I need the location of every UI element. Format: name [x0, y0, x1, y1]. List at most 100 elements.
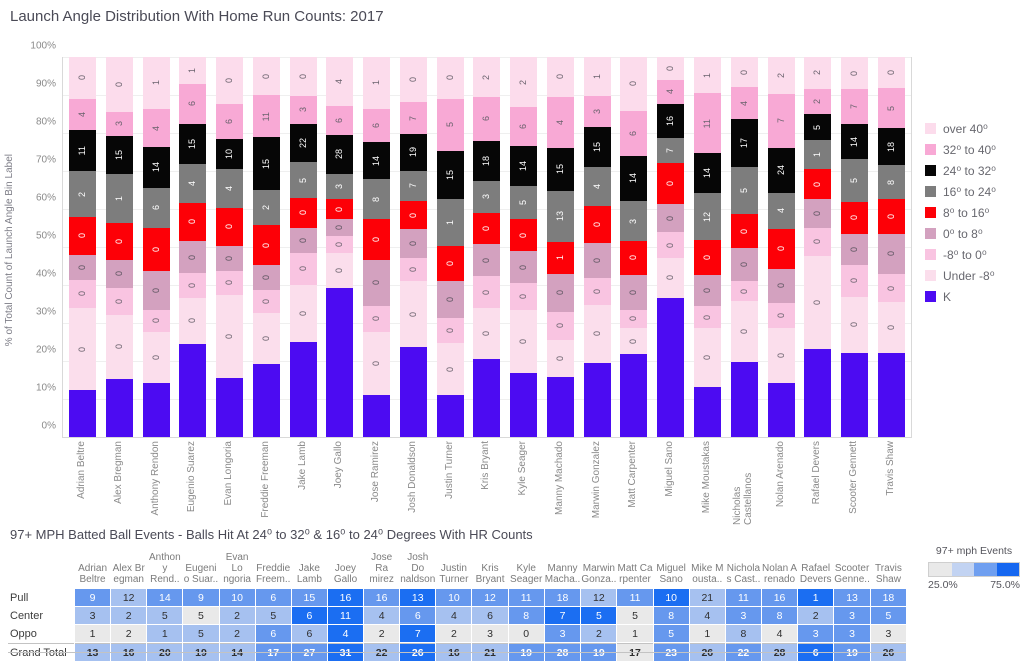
table-cell[interactable]: 2 [436, 625, 472, 642]
segment-K[interactable] [841, 353, 869, 437]
segment-0to8[interactable]: 0 [877, 233, 905, 274]
segment-Under-8[interactable]: 0 [583, 304, 611, 363]
table-cell[interactable]: 11 [725, 589, 761, 606]
segment-0to8[interactable]: 0 [730, 247, 758, 282]
segment-K[interactable] [105, 378, 133, 437]
table-cell[interactable]: 5 [255, 607, 291, 624]
column-header[interactable]: Marwin Gonza.. [581, 563, 617, 585]
segment-16to24[interactable]: 4 [767, 192, 795, 229]
table-cell[interactable]: 16 [364, 589, 400, 606]
segment-24to32[interactable]: 16 [657, 104, 685, 138]
segment-K[interactable] [767, 383, 795, 437]
table-cell[interactable]: 1 [798, 589, 834, 606]
segment-Under-8[interactable]: 0 [730, 301, 758, 362]
segment-Under-8[interactable]: 0 [252, 313, 280, 364]
table-cell[interactable]: 3 [544, 625, 581, 642]
segment-Under-8[interactable]: 0 [105, 314, 133, 379]
segment-over40[interactable]: 0 [877, 57, 905, 89]
segment-32to40[interactable]: 6 [473, 97, 501, 141]
segment-0to8[interactable]: 0 [69, 254, 96, 280]
legend-item-0to8[interactable]: 0⁰ to 8⁰ [925, 223, 996, 244]
segment-24to32[interactable]: 15 [252, 137, 280, 191]
segment-24to32[interactable]: 14 [841, 123, 869, 160]
column-header[interactable]: Jose Ra mirez [369, 552, 394, 585]
segment-16to24[interactable]: 8 [877, 164, 905, 200]
segment-32to40[interactable]: 5 [436, 98, 464, 151]
segment-Under-8[interactable]: 0 [142, 331, 170, 384]
table-cell[interactable]: 6 [400, 607, 436, 624]
segment-Under-8[interactable]: 0 [473, 308, 501, 359]
segment-24to32[interactable]: 19 [399, 134, 427, 171]
segment-Under-8[interactable]: 0 [841, 296, 869, 354]
segment-24to32[interactable]: 10 [216, 139, 244, 170]
segment-K[interactable] [694, 386, 722, 437]
segment-16to24[interactable]: 12 [694, 193, 722, 241]
column-header[interactable]: Manny Macha.. [544, 563, 581, 585]
segment-8to16[interactable]: 0 [767, 228, 795, 269]
table-cell[interactable]: 1 [689, 625, 725, 642]
column-header[interactable]: Mike M ousta.. [691, 563, 724, 585]
segment--8to0[interactable]: 0 [69, 279, 96, 309]
segment--8to0[interactable]: 0 [804, 228, 832, 256]
segment-over40[interactable]: 1 [142, 57, 170, 109]
segment-24to32[interactable]: 15 [546, 147, 574, 191]
segment-K[interactable] [546, 376, 574, 437]
table-cell[interactable]: 6 [255, 625, 291, 642]
row-label-pull[interactable]: Pull [8, 589, 74, 606]
segment-16to24[interactable]: 13 [546, 190, 574, 243]
segment--8to0[interactable]: 0 [730, 281, 758, 302]
table-cell[interactable]: 5 [183, 607, 219, 624]
row-label-center[interactable]: Center [8, 607, 74, 624]
column-header[interactable]: Kyle Seager [510, 563, 543, 585]
segment-24to32[interactable]: 5 [804, 114, 832, 141]
legend-item-24to32[interactable]: 24⁰ to 32⁰ [925, 160, 996, 181]
segment--8to0[interactable]: 0 [363, 306, 391, 332]
table-cell[interactable]: 7 [544, 607, 581, 624]
segment-K[interactable] [142, 383, 170, 437]
segment-32to40[interactable]: 4 [657, 79, 685, 105]
segment-32to40[interactable]: 11 [252, 95, 280, 138]
segment-over40[interactable]: 1 [694, 57, 722, 94]
segment-K[interactable] [436, 395, 464, 438]
segment-32to40[interactable]: 3 [583, 95, 611, 128]
segment-0to8[interactable]: 0 [473, 244, 501, 277]
column-header[interactable]: Evan Lo ngoria [223, 552, 251, 585]
segment-Under-8[interactable]: 0 [546, 339, 574, 377]
segment-8to16[interactable]: 0 [877, 199, 905, 234]
segment-16to24[interactable]: 3 [473, 180, 501, 213]
segment-0to8[interactable]: 0 [105, 259, 133, 288]
table-cell[interactable]: 3 [834, 625, 870, 642]
table-cell[interactable]: 9 [75, 589, 111, 606]
segment-24to32[interactable]: 24 [767, 147, 795, 193]
table-cell[interactable]: 5 [147, 607, 183, 624]
table-cell[interactable]: 5 [617, 607, 653, 624]
segment--8to0[interactable]: 0 [841, 265, 869, 297]
segment-K[interactable] [399, 347, 427, 438]
segment-0to8[interactable]: 0 [326, 219, 354, 237]
segment-8to16[interactable]: 0 [436, 246, 464, 282]
segment-32to40[interactable]: 7 [399, 102, 427, 135]
legend-item-Under-8[interactable]: Under -8⁰ [925, 265, 996, 286]
segment-16to24[interactable]: 7 [399, 170, 427, 201]
legend-item-8to16[interactable]: 8⁰ to 16⁰ [925, 202, 996, 223]
table-cell[interactable]: 1 [617, 625, 653, 642]
segment-K[interactable] [657, 297, 685, 437]
segment-K[interactable] [877, 353, 905, 437]
segment-Under-8[interactable]: 0 [289, 284, 317, 342]
segment-Under-8[interactable]: 0 [510, 309, 538, 373]
segment-0to8[interactable]: 0 [436, 281, 464, 319]
segment-8to16[interactable]: 0 [216, 207, 244, 247]
segment-8to16[interactable]: 0 [620, 241, 648, 275]
table-cell[interactable]: 2 [111, 625, 147, 642]
segment-8to16[interactable]: 0 [657, 163, 685, 204]
segment-32to40[interactable]: 6 [363, 108, 391, 143]
segment--8to0[interactable]: 0 [657, 232, 685, 258]
segment-0to8[interactable]: 0 [399, 229, 427, 258]
segment-over40[interactable]: 2 [473, 57, 501, 98]
table-cell[interactable]: 15 [291, 589, 327, 606]
table-cell[interactable]: 4 [436, 607, 472, 624]
segment-16to24[interactable]: 5 [510, 185, 538, 220]
segment-K[interactable] [510, 372, 538, 438]
segment-Under-8[interactable]: 0 [179, 298, 207, 344]
segment-16to24[interactable]: 3 [326, 174, 354, 200]
